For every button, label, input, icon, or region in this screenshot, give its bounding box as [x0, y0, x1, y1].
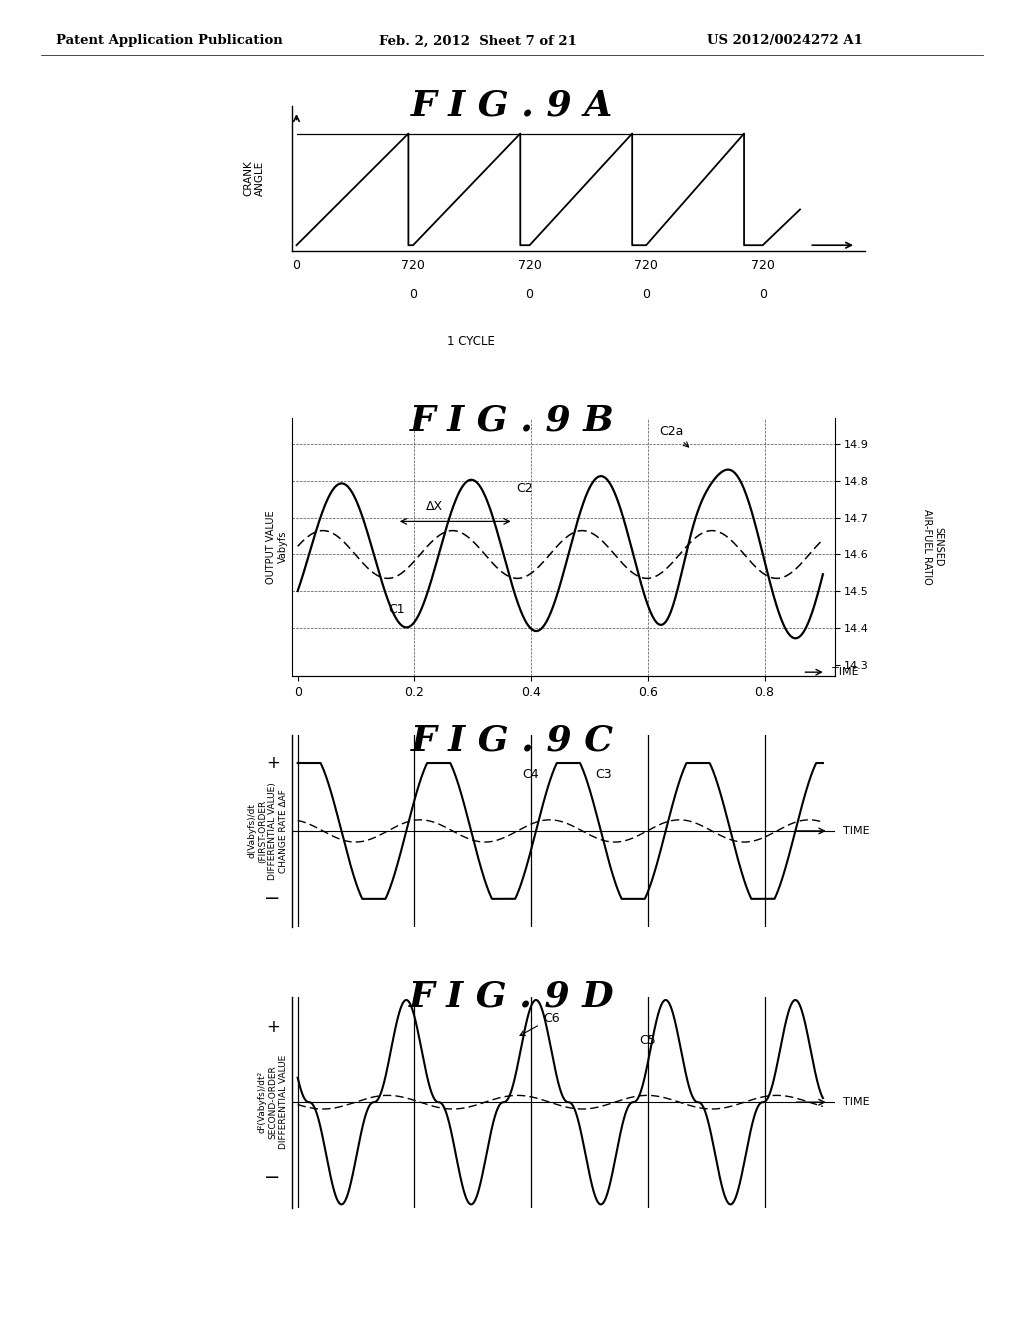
Text: 0: 0 [525, 288, 534, 301]
Text: Patent Application Publication: Patent Application Publication [56, 34, 283, 48]
Text: 1 CYCLE: 1 CYCLE [447, 334, 496, 347]
Text: TIME: TIME [844, 826, 870, 836]
Text: 0: 0 [759, 288, 767, 301]
Text: −: − [264, 1168, 281, 1187]
Text: 720: 720 [401, 259, 425, 272]
Text: 720: 720 [634, 259, 658, 272]
Text: F I G . 9 A: F I G . 9 A [411, 88, 613, 123]
Text: 720: 720 [751, 259, 774, 272]
Text: 0: 0 [293, 259, 300, 272]
Text: C4: C4 [522, 768, 539, 781]
Text: US 2012/0024272 A1: US 2012/0024272 A1 [707, 34, 862, 48]
Text: C3: C3 [595, 768, 612, 781]
Text: 0: 0 [409, 288, 417, 301]
Text: +: + [266, 754, 281, 772]
Text: TIME: TIME [844, 1097, 870, 1107]
Text: F I G . 9 D: F I G . 9 D [410, 979, 614, 1014]
Text: C5: C5 [639, 1035, 655, 1047]
Text: 720: 720 [518, 259, 542, 272]
Text: C6: C6 [520, 1012, 559, 1035]
Text: ΔX: ΔX [426, 500, 443, 513]
Text: F I G . 9 B: F I G . 9 B [410, 404, 614, 438]
Text: +: + [266, 1018, 281, 1036]
Y-axis label: OUTPUT VALUE
Vabyfs: OUTPUT VALUE Vabyfs [266, 511, 288, 583]
Text: −: − [264, 890, 281, 908]
Text: F I G . 9 C: F I G . 9 C [411, 723, 613, 758]
Text: C2: C2 [516, 482, 534, 495]
Text: CRANK
ANGLE: CRANK ANGLE [244, 160, 265, 197]
Text: Feb. 2, 2012  Sheet 7 of 21: Feb. 2, 2012 Sheet 7 of 21 [379, 34, 577, 48]
Text: TIME: TIME [831, 667, 858, 677]
Text: C2a: C2a [659, 425, 688, 447]
Y-axis label: d²(Vabyfs)/dt²
SECOND-ORDER
DIFFERENTIAL VALUE: d²(Vabyfs)/dt² SECOND-ORDER DIFFERENTIAL… [258, 1055, 288, 1150]
Y-axis label: d(Vabyfs)/dt
(FIRST-ORDER
DIFFERENTIAL VALUE)
CHANGE RATE ΔAF: d(Vabyfs)/dt (FIRST-ORDER DIFFERENTIAL V… [248, 781, 288, 880]
Text: C1: C1 [388, 603, 404, 616]
Text: 0: 0 [642, 288, 650, 301]
Y-axis label: SENSED
AIR-FUEL RATIO: SENSED AIR-FUEL RATIO [922, 510, 943, 585]
